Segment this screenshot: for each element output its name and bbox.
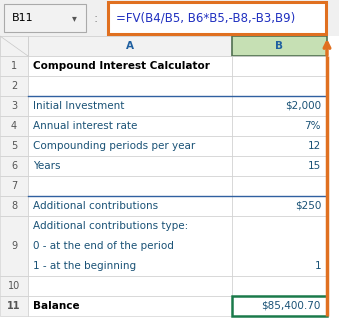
- Bar: [232, 76, 327, 96]
- Text: A: A: [126, 41, 134, 51]
- Bar: [232, 36, 327, 56]
- Bar: [232, 116, 327, 136]
- Bar: [232, 196, 327, 216]
- Text: 0 - at the end of the period: 0 - at the end of the period: [33, 241, 174, 251]
- Text: 11: 11: [7, 301, 21, 311]
- Text: Initial Investment: Initial Investment: [33, 101, 124, 111]
- Text: Years: Years: [33, 161, 60, 171]
- Bar: [232, 276, 327, 296]
- Bar: [232, 296, 327, 316]
- Bar: [28, 296, 232, 316]
- Text: 1: 1: [11, 61, 17, 71]
- Bar: [0, 76, 28, 96]
- Bar: [28, 36, 232, 56]
- Text: $250: $250: [295, 201, 321, 211]
- Bar: [0, 56, 28, 76]
- Bar: [232, 216, 327, 276]
- Bar: [0, 0, 339, 36]
- Text: B11: B11: [12, 13, 34, 23]
- Text: 3: 3: [11, 101, 17, 111]
- Text: 7%: 7%: [304, 121, 321, 131]
- Bar: [0, 96, 28, 116]
- Bar: [232, 56, 327, 76]
- Bar: [28, 116, 232, 136]
- Bar: [0, 156, 28, 176]
- Bar: [232, 176, 327, 196]
- Bar: [28, 156, 232, 176]
- Text: 2: 2: [11, 81, 17, 91]
- Text: 8: 8: [11, 201, 17, 211]
- Bar: [28, 216, 232, 276]
- Bar: [232, 136, 327, 156]
- Text: $2,000: $2,000: [285, 101, 321, 111]
- Bar: [0, 116, 28, 136]
- Bar: [28, 176, 232, 196]
- Text: 5: 5: [11, 141, 17, 151]
- Bar: [232, 96, 327, 116]
- Text: Balance: Balance: [33, 301, 80, 311]
- Text: Additional contributions: Additional contributions: [33, 201, 158, 211]
- Text: Compound Interest Calculator: Compound Interest Calculator: [33, 61, 210, 71]
- Bar: [0, 36, 28, 56]
- Text: 12: 12: [308, 141, 321, 151]
- Bar: [0, 176, 28, 196]
- Bar: [0, 296, 28, 316]
- Text: 15: 15: [308, 161, 321, 171]
- Bar: [28, 276, 232, 296]
- Bar: [0, 136, 28, 156]
- Text: Compounding periods per year: Compounding periods per year: [33, 141, 195, 151]
- Bar: [232, 156, 327, 176]
- Text: 1 - at the beginning: 1 - at the beginning: [33, 261, 136, 271]
- Text: $85,400.70: $85,400.70: [262, 301, 321, 311]
- Bar: [28, 96, 232, 116]
- Text: Additional contributions type:: Additional contributions type:: [33, 221, 188, 231]
- Bar: [108, 2, 326, 34]
- Bar: [28, 76, 232, 96]
- Text: =FV(B4/B5, B6*B5,-B8,-B3,B9): =FV(B4/B5, B6*B5,-B8,-B3,B9): [116, 11, 295, 24]
- Text: 10: 10: [8, 281, 20, 291]
- Bar: [28, 136, 232, 156]
- Text: 4: 4: [11, 121, 17, 131]
- Text: 7: 7: [11, 181, 17, 191]
- Bar: [0, 216, 28, 276]
- Text: 1: 1: [314, 261, 321, 271]
- Text: Annual interest rate: Annual interest rate: [33, 121, 137, 131]
- Bar: [28, 56, 232, 76]
- Text: 6: 6: [11, 161, 17, 171]
- Bar: [28, 196, 232, 216]
- Text: B: B: [276, 41, 283, 51]
- Bar: [4, 4, 86, 32]
- Text: 9: 9: [11, 241, 17, 251]
- Bar: [0, 196, 28, 216]
- Text: :: :: [94, 11, 98, 24]
- Bar: [0, 276, 28, 296]
- Text: ▾: ▾: [72, 13, 76, 23]
